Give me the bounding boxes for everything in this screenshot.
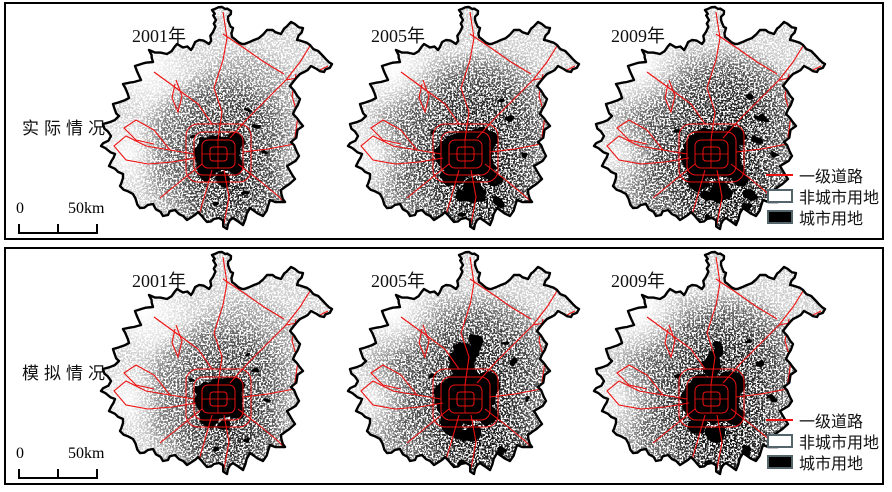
legend-item-road: 一级道路 (766, 409, 882, 431)
scale-bar: 0 50km (14, 200, 124, 236)
legend-label: 一级道路 (799, 413, 864, 431)
year-label: 2005年 (371, 26, 425, 46)
urban-swatch-icon (766, 454, 793, 469)
row-label-simulated: 模拟情况 (22, 364, 110, 383)
panel-actual-situation: 实际情况 2001年 2005年 2009年 0 50km 一级道路 非城市用地 (4, 2, 884, 240)
scale-end-label: 50km (68, 445, 105, 462)
legend: 一级道路 非城市用地 城市用地 (766, 409, 882, 473)
legend-label: 城市用地 (799, 210, 864, 228)
legend-item-nonurban: 非城市用地 (766, 430, 882, 452)
scale-tick (57, 224, 59, 234)
year-label: 2001年 (132, 271, 186, 291)
map-actual-2009: 2009年 (589, 4, 834, 234)
map-image-simulated-2005 (343, 249, 588, 477)
scale-start-label: 0 (16, 200, 24, 217)
scale-tick (96, 224, 98, 234)
scale-tick (57, 469, 59, 479)
year-label: 2005年 (371, 271, 425, 291)
legend-label: 城市用地 (799, 455, 864, 473)
year-label: 2001年 (132, 26, 186, 46)
legend-item-nonurban: 非城市用地 (766, 185, 882, 207)
row-label-actual: 实际情况 (22, 119, 110, 138)
legend-label: 非城市用地 (799, 434, 880, 452)
legend-item-urban: 城市用地 (766, 451, 882, 473)
urban-swatch-icon (766, 209, 793, 224)
legend: 一级道路 非城市用地 城市用地 (766, 164, 882, 228)
map-simulated-2001: 2001年 (96, 249, 341, 479)
map-image-actual-2001 (96, 4, 341, 232)
legend-item-urban: 城市用地 (766, 206, 882, 228)
scale-bar: 0 50km (14, 445, 124, 481)
map-image-simulated-2001 (96, 249, 341, 477)
nonurban-swatch-icon (766, 188, 793, 203)
scale-start-label: 0 (16, 445, 24, 462)
map-actual-2001: 2001年 (96, 4, 341, 234)
nonurban-swatch-icon (766, 433, 793, 448)
road-line-icon (766, 418, 793, 421)
map-simulated-2005: 2005年 (343, 249, 588, 479)
scale-bar-rule (18, 222, 98, 234)
panel-simulated-situation: 模拟情况 2001年 2005年 2009年 0 50km 一级道路 非城市用地 (4, 247, 884, 485)
road-line-icon (766, 173, 793, 176)
scale-tick (18, 224, 20, 234)
legend-label: 非城市用地 (799, 189, 880, 207)
legend-item-road: 一级道路 (766, 164, 882, 186)
map-actual-2005: 2005年 (343, 4, 588, 234)
scale-bar-rule (18, 467, 98, 479)
scale-tick (18, 469, 20, 479)
scale-tick (96, 469, 98, 479)
map-image-actual-2009 (589, 4, 834, 232)
scale-end-label: 50km (68, 200, 105, 217)
year-label: 2009年 (611, 26, 665, 46)
legend-label: 一级道路 (799, 168, 864, 186)
year-label: 2009年 (611, 271, 665, 291)
map-image-actual-2005 (343, 4, 588, 232)
